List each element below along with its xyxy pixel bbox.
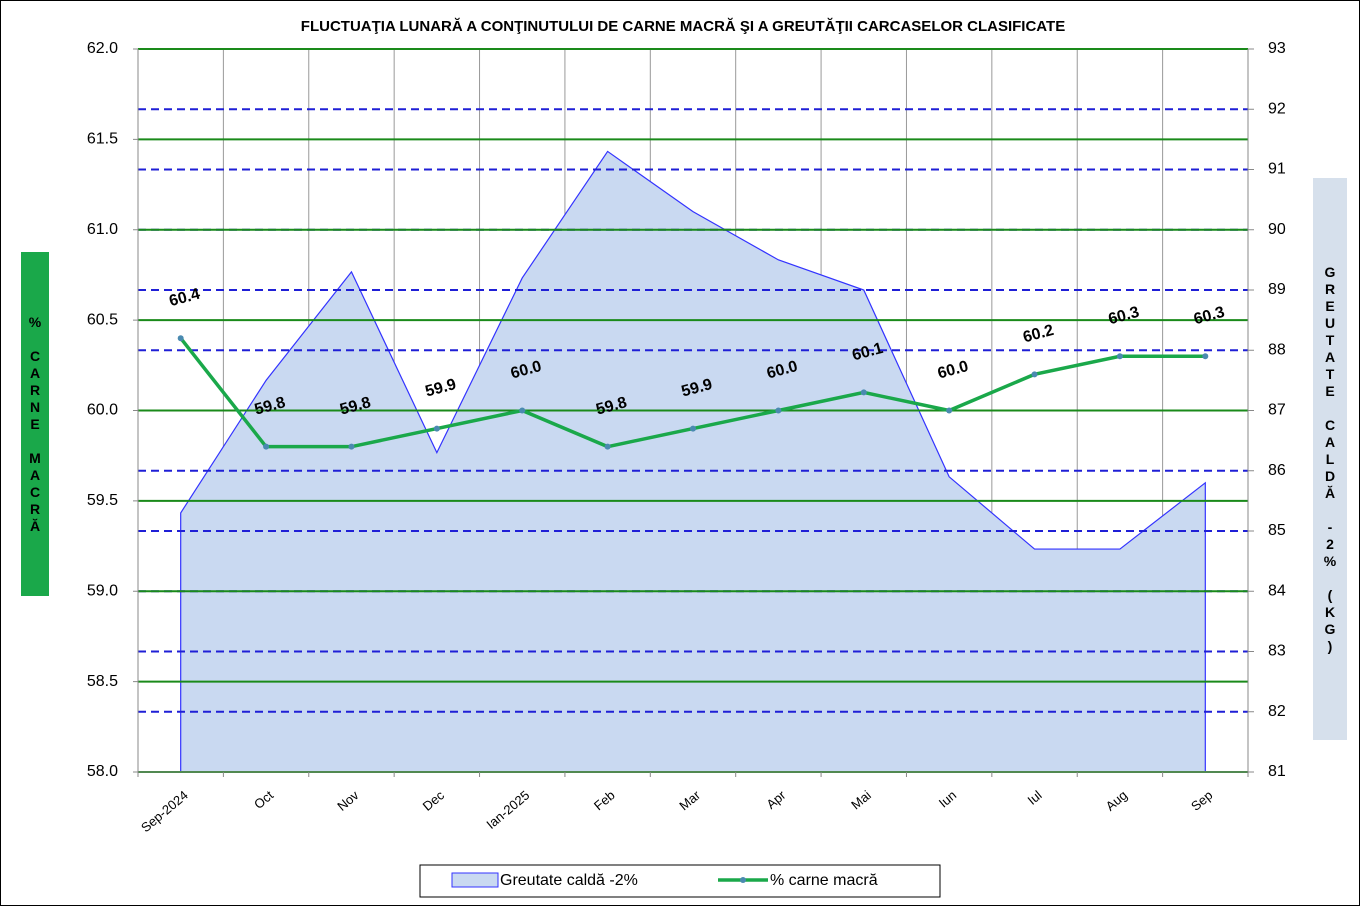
y2-tick-label: 90 [1268,221,1286,238]
point [348,443,355,450]
point [519,407,526,414]
legend-label: Greutate caldă -2% [500,872,638,889]
y2-tick-label: 89 [1268,281,1286,298]
y-axis-label: % CARNE MACRĂ [21,252,49,596]
point [1031,371,1038,378]
y2-tick-label: 82 [1268,703,1286,720]
y-tick-label: 60.5 [87,311,118,328]
point [433,425,440,432]
legend-box [419,864,941,898]
chart-title: FLUCTUAŢIA LUNARĂ A CONŢINUTULUI DE CARN… [301,18,1065,35]
point [263,443,270,450]
y2-tick-label: 91 [1268,161,1286,178]
point [177,335,184,342]
point [1116,353,1123,360]
point [604,443,611,450]
y2-tick-label: 81 [1268,763,1286,780]
y2-tick-label: 84 [1268,582,1286,599]
point [775,407,782,414]
y2-tick-label: 83 [1268,643,1286,660]
y2-axis-label: GREUTATE CALDĂ -2% (KG) [1313,178,1347,740]
y-tick-label: 60.0 [87,402,118,419]
y-tick-label: 59.5 [87,492,118,509]
y2-tick-label: 85 [1268,522,1286,539]
point [860,389,867,396]
legend-swatch [451,872,499,888]
y-tick-label: 61.0 [87,221,118,238]
y2-tick-label: 92 [1268,100,1286,117]
legend-swatch-point [740,877,746,883]
y-tick-label: 58.0 [87,763,118,780]
y-tick-label: 61.5 [87,131,118,148]
area-line [180,150,1206,772]
point [946,407,953,414]
y-tick-label: 62.0 [87,40,118,57]
y-tick-label: 58.5 [87,673,118,690]
area [180,151,1206,773]
y-tick-label: 59.0 [87,582,118,599]
legend-label: % carne macră [770,872,878,889]
y2-tick-label: 87 [1268,402,1286,419]
y2-tick-label: 86 [1268,462,1286,479]
point [690,425,696,432]
point [1202,353,1209,360]
y2-tick-label: 88 [1268,341,1286,358]
y2-tick-label: 93 [1268,40,1286,57]
